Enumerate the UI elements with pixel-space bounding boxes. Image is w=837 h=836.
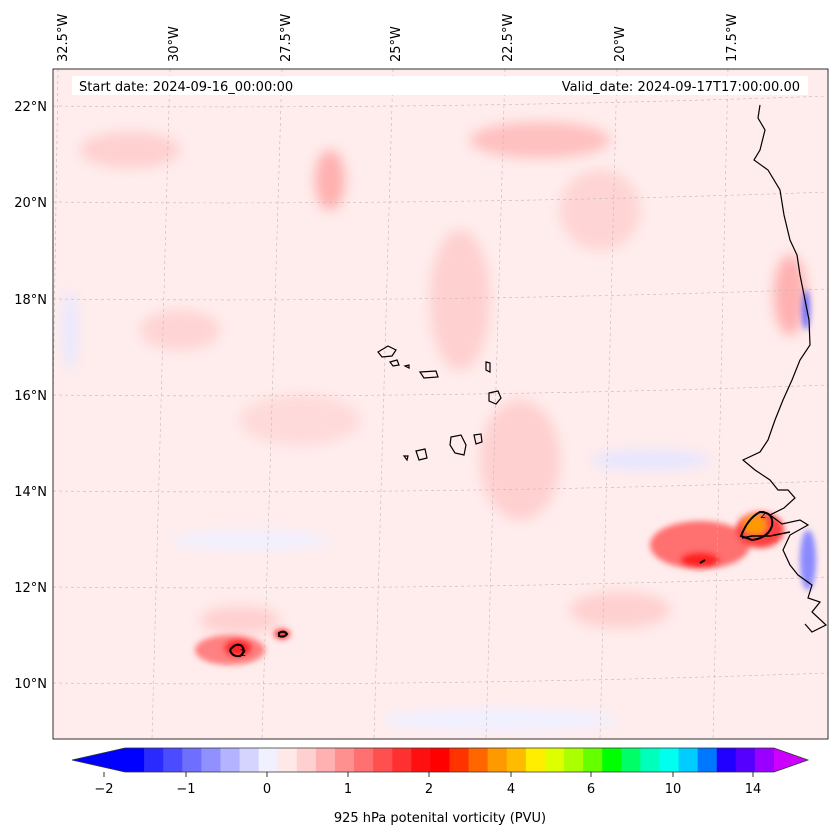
colorbar-tick-label: 0 [263, 782, 271, 797]
colorbar-tick-label: 10 [665, 782, 682, 797]
colorbar-bin [258, 748, 279, 772]
gambia-river [741, 531, 791, 539]
pv-maxima [195, 290, 816, 665]
colorbar-bin [449, 748, 470, 772]
lon-label: 25°W [389, 26, 404, 62]
latitude-labels: 22°N 20°N 18°N 16°N 14°N 12°N 10°N [14, 100, 47, 692]
colorbar-bin [315, 748, 336, 772]
lat-label: 12°N [14, 581, 47, 596]
map-frame [52, 68, 829, 740]
colorbar-bin [411, 748, 432, 772]
colorbar-bins [125, 748, 775, 772]
cape-verde-islands [377, 345, 502, 462]
colorbar-bin [354, 748, 374, 772]
colorbar-tick-label: 2 [425, 782, 433, 797]
contour-label: 2 [760, 510, 766, 521]
map-panel: 2 2 [53, 69, 828, 739]
colorbar-bin [754, 748, 775, 772]
colorbar-bin [468, 748, 489, 772]
colorbar-bin [640, 748, 661, 772]
colorbar-ticks: −2 −1 0 1 2 4 6 10 14 [94, 772, 761, 797]
colorbar-bin [144, 748, 164, 772]
colorbar-outline [71, 747, 810, 773]
lon-label: 30°W [167, 26, 182, 62]
lat-label: 22°N [14, 100, 47, 115]
colorbar-extend-low [72, 748, 125, 772]
lat-label: 18°N [14, 293, 47, 308]
lon-label: 17.5°W [725, 14, 740, 62]
colorbar-bin [544, 748, 565, 772]
africa-coastline [741, 104, 828, 633]
colorbar-tick-label: 6 [587, 782, 595, 797]
colorbar-extend-high [774, 748, 808, 772]
colorbar-bin [430, 748, 451, 772]
colorbar-bin [697, 748, 718, 772]
colorbar-tick-label: 14 [745, 782, 762, 797]
colorbar-bin [525, 748, 546, 772]
colorbar-bin [621, 748, 641, 772]
colorbar-bin [659, 748, 680, 772]
valid-date-label: Valid_date: 2024-09-17T17:00:00.00 [562, 80, 800, 95]
map-background [53, 69, 828, 739]
contour-label: 2 [240, 648, 246, 659]
colorbar-tick-label: −2 [94, 782, 113, 797]
date-stamp-background [72, 76, 808, 95]
colorbar-title: 925 hPa potenital vorticity (PVU) [334, 811, 546, 826]
colorbar-bin [296, 748, 317, 772]
lat-label: 14°N [14, 485, 47, 500]
colorbar-tick-label: 1 [344, 782, 352, 797]
graticule [53, 69, 828, 739]
lat-label: 16°N [14, 389, 47, 404]
lon-label: 27.5°W [279, 14, 294, 62]
colorbar-bin [334, 748, 355, 772]
start-date-label: Start date: 2024-09-16_00:00:00 [79, 80, 293, 95]
colorbar-bin [201, 748, 222, 772]
colorbar-bin [506, 748, 527, 772]
colorbar-bin [182, 748, 202, 772]
colorbar-tick-label: −1 [176, 782, 195, 797]
colorbar-bin [735, 748, 756, 772]
colorbar-bin [220, 748, 241, 772]
colorbar-bin [716, 748, 737, 772]
colorbar-tick-label: 4 [507, 782, 515, 797]
lon-label: 20°W [613, 26, 628, 62]
colorbar: −2 −1 0 1 2 4 6 10 14 925 hPa potenital vorticit… [71, 747, 810, 826]
colorbar-bin [678, 748, 699, 772]
colorbar-bin [487, 748, 508, 772]
colorbar-bin [373, 748, 393, 772]
colorbar-bin [602, 748, 622, 772]
pv-contours [229, 510, 774, 658]
colorbar-bin [125, 748, 145, 772]
longitude-labels: 32.5°W 30°W 27.5°W 25°W 22.5°W 20°W 17.5… [56, 14, 740, 62]
lon-label: 32.5°W [56, 14, 71, 62]
colorbar-bin [277, 748, 298, 772]
colorbar-bin [583, 748, 603, 772]
lat-label: 10°N [14, 677, 47, 692]
colorbar-bin [163, 748, 183, 772]
colorbar-bin [392, 748, 412, 772]
pv-field [62, 122, 806, 732]
lat-label: 20°N [14, 196, 47, 211]
colorbar-bin [239, 748, 260, 772]
colorbar-bin [564, 748, 584, 772]
lon-label: 22.5°W [501, 14, 516, 62]
